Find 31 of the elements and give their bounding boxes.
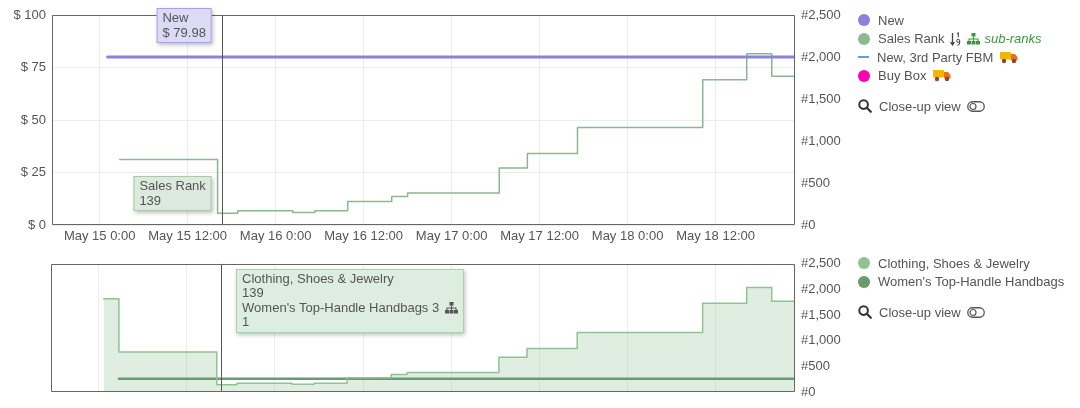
y-tick-label: #1,000 (801, 332, 841, 348)
y-tick-label: $ 100 (13, 6, 46, 22)
x-tick-label: May 18 12:00 (676, 228, 755, 244)
text: Close-up view (879, 98, 961, 114)
legend-label: Buy Box (878, 68, 927, 84)
y-tick-label: $ 0 (27, 216, 46, 232)
x-tick-label: May 15 0:00 (63, 228, 136, 244)
x-tick-label: May 16 12:00 (324, 228, 404, 244)
y-tick-label: #500 (801, 357, 830, 373)
y-tick-label: $ 75 (20, 59, 46, 75)
y-tick-label: #2,500 (801, 255, 841, 271)
annotation: New $ 79.98 (162, 10, 206, 41)
legend-label: New, 3rd Party FBM (877, 49, 994, 65)
x-tick-label: May 17 12:00 (500, 228, 579, 244)
legend-label: New (878, 12, 905, 28)
y-tick-label: #0 (801, 383, 816, 399)
x-tick-label: May 16 0:00 (239, 228, 312, 244)
y-tick-label: $ 25 (20, 164, 46, 180)
text: sub-ranks (984, 31, 1042, 47)
y-tick-label: #1,500 (801, 306, 841, 322)
text: Close-up view (879, 304, 961, 320)
legend-label: Women's Top-Handle Handbags (878, 274, 1065, 290)
x-tick-label: May 15 12:00 (148, 228, 228, 244)
legend-label: Sales Rank (878, 31, 945, 47)
y-tick-label: $ 50 (20, 111, 46, 127)
annotation: Clothing, Shoes & Jewelry 139 Women's Top-Handle Handbags 3 1 (242, 270, 440, 330)
legend-label: Clothing, Shoes & Jewelry (878, 255, 1030, 271)
y-tick-label: #2,000 (801, 281, 841, 297)
annotation: Sales Rank 139 (139, 178, 206, 208)
x-tick-label: May 17 0:00 (415, 228, 488, 244)
x-tick-label: May 18 0:00 (591, 228, 664, 244)
